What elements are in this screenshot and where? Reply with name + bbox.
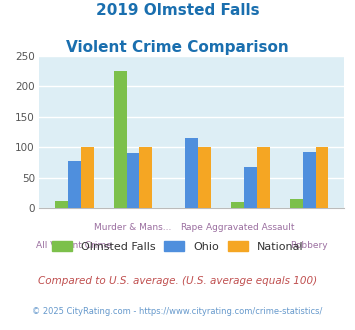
- Bar: [81, 147, 94, 208]
- Text: Robbery: Robbery: [290, 241, 328, 250]
- Text: Compared to U.S. average. (U.S. average equals 100): Compared to U.S. average. (U.S. average …: [38, 276, 317, 285]
- Bar: [316, 147, 328, 208]
- Text: All Violent Crime: All Violent Crime: [37, 241, 112, 250]
- Bar: [126, 153, 140, 208]
- Bar: [140, 147, 152, 208]
- Bar: [244, 167, 257, 208]
- Text: Rape: Rape: [180, 223, 203, 232]
- Bar: [231, 202, 244, 208]
- Bar: [303, 152, 316, 208]
- Legend: Olmsted Falls, Ohio, National: Olmsted Falls, Ohio, National: [47, 237, 308, 256]
- Bar: [55, 201, 68, 208]
- Text: 2019 Olmsted Falls: 2019 Olmsted Falls: [96, 3, 259, 18]
- Bar: [185, 138, 198, 208]
- Text: Murder & Mans...: Murder & Mans...: [94, 223, 172, 232]
- Text: Aggravated Assault: Aggravated Assault: [206, 223, 295, 232]
- Bar: [257, 147, 270, 208]
- Text: © 2025 CityRating.com - https://www.cityrating.com/crime-statistics/: © 2025 CityRating.com - https://www.city…: [32, 307, 323, 316]
- Bar: [114, 71, 126, 208]
- Bar: [290, 199, 303, 208]
- Bar: [68, 160, 81, 208]
- Text: Violent Crime Comparison: Violent Crime Comparison: [66, 40, 289, 54]
- Bar: [198, 147, 211, 208]
